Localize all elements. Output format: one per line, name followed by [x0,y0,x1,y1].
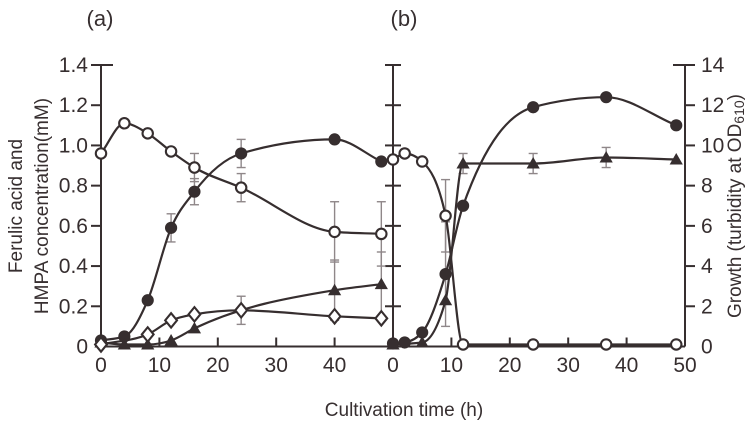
y-tick-label-right: 2 [701,295,713,318]
marker-filled-circle-panel-b [398,336,411,349]
marker-open-circle-panel-b [526,338,540,351]
marker-filled-circle-panel-a [188,185,201,198]
x-tick-label: 30 [265,354,288,377]
marker-open-diamond-panel-a [163,311,179,330]
marker-open-circle-panel-b [456,338,470,351]
x-tick-label: 0 [387,354,399,377]
panel-a-label: (a) [86,6,114,31]
x-tick-label: 40 [615,354,638,377]
marker-open-circle-panel-b [669,338,683,351]
marker-filled-circle-panel-b [670,119,683,132]
x-tick-label: 0 [95,354,107,377]
marker-open-circle-panel-b [599,338,613,351]
marker-open-circle-panel-a [234,181,248,194]
y-tick-label-left: 0.8 [59,175,88,198]
curve-filled-circle-panel-b [392,96,677,345]
marker-filled-triangle-panel-b [456,157,470,169]
marker-open-circle-panel-a [141,127,154,140]
y-tick-label-right: 0 [701,336,713,359]
y-axis-title-left-line1: Ferulic acid and [6,138,27,274]
marker-open-circle-panel-a [328,225,341,239]
marker-open-circle-panel-a [164,145,178,158]
marker-filled-circle-panel-a [328,133,341,146]
marker-filled-circle-panel-b [456,199,470,212]
curve-open-circle-panel-b [392,152,677,346]
marker-filled-triangle-panel-a [141,337,155,350]
y-tick-label-right: 12 [701,94,724,117]
marker-open-diamond-panel-a [187,305,202,324]
y-axis-title-left-line2: HMPA concentration(mM) [32,97,53,315]
marker-open-circle-panel-b [398,147,411,160]
y-tick-label-left: 1.0 [59,134,88,157]
marker-filled-triangle-panel-b [415,335,429,348]
x-tick-label: 30 [557,354,580,377]
marker-open-circle-panel-b [439,209,452,223]
marker-open-circle-panel-a [188,161,201,174]
marker-filled-triangle-panel-a [164,333,178,346]
marker-open-circle-panel-a [375,227,388,241]
marker-open-circle-panel-b [386,153,400,166]
y-axis-title-right-close: ) [725,94,746,101]
marker-filled-triangle-panel-b [526,157,540,169]
marker-filled-circle-panel-a [141,294,154,307]
x-tick-label: 10 [148,354,171,377]
y-tick-label-left: 0.6 [59,215,88,238]
x-tick-label: 20 [498,354,521,377]
y-axis-title-right-text: Growth (turbidity at OD [725,123,746,318]
marker-filled-triangle-panel-a [117,337,131,350]
marker-open-diamond-panel-a [374,309,389,328]
y-tick-label-left: 0.4 [59,255,89,278]
y-tick-label-right: 10 [701,134,724,157]
marker-open-circle-panel-a [94,147,108,160]
marker-filled-triangle-panel-b [599,150,613,163]
y-tick-label-left: 0.2 [59,295,88,318]
x-tick-label: 20 [206,354,229,377]
marker-open-circle-panel-a [118,117,131,130]
marker-open-diamond-panel-a [233,301,249,320]
marker-open-diamond-panel-a [93,335,109,354]
y-tick-label-right: 8 [701,175,713,198]
y-tick-label-left: 0 [76,336,88,359]
marker-filled-circle-panel-b [527,101,540,114]
marker-open-circle-panel-b [415,155,429,168]
x-tick-label: 10 [440,354,463,377]
marker-filled-circle-panel-b [439,268,452,281]
x-tick-label: 50 [673,354,696,377]
marker-filled-triangle-panel-a [328,283,342,296]
marker-open-diamond-panel-a [140,325,155,344]
y-tick-label-left: 1.2 [59,94,88,117]
marker-filled-triangle-panel-b [386,337,400,350]
marker-open-diamond-panel-a [327,307,342,326]
y-tick-label-right: 4 [701,255,713,278]
y-tick-label-left: 1.4 [59,54,89,77]
marker-filled-circle-panel-a [164,221,178,234]
marker-filled-triangle-panel-b [669,153,683,165]
y-tick-label-right: 14 [701,54,725,77]
y-axis-title-right: Growth (turbidity at OD610) [724,56,748,356]
curve-filled-triangle-panel-b [392,156,677,346]
marker-filled-triangle-panel-a [187,321,202,334]
marker-filled-triangle-panel-b [438,293,453,306]
marker-filled-circle-panel-a [375,155,388,168]
y-tick-label-right: 6 [701,215,713,238]
marker-filled-circle-panel-b [600,91,613,104]
marker-filled-triangle-panel-a [374,277,388,290]
marker-filled-circle-panel-a [235,147,248,160]
od-subscript: 610 [731,100,747,124]
x-axis-title: Cultivation time (h) [324,400,484,421]
x-tick-label: 40 [323,354,346,377]
panel-b-label: (b) [390,6,418,31]
